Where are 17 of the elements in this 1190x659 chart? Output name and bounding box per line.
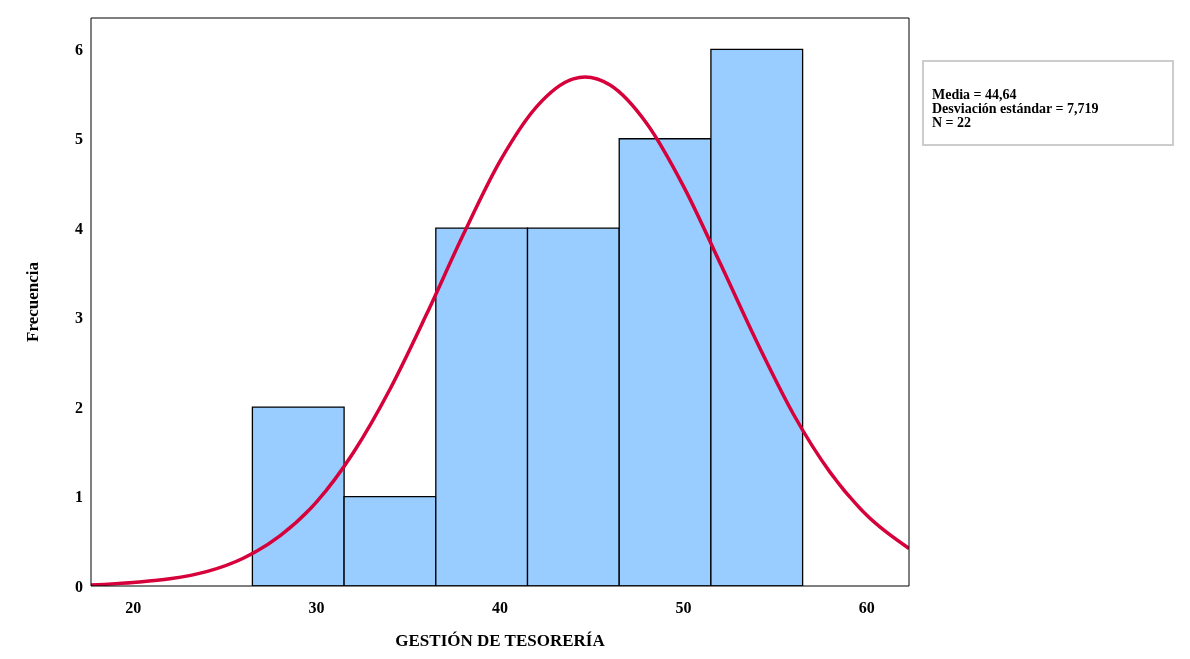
y-tick-label: 1: [75, 488, 83, 506]
x-tick-label: 50: [675, 599, 692, 617]
x-tick-label: 40: [492, 599, 508, 617]
x-axis-title: GESTIÓN DE TESORERÍA: [395, 631, 606, 650]
text: Media = 44,64: [932, 87, 1018, 102]
y-tick-label: 2: [75, 398, 83, 416]
x-tick-label: 60: [858, 599, 875, 617]
x-tick-label: 20: [125, 599, 142, 617]
y-tick-label: 6: [75, 40, 83, 58]
y-tick-label: 4: [75, 219, 83, 237]
x-tick-label: 30: [308, 599, 325, 617]
y-tick-label: 3: [75, 309, 83, 327]
y-axis-title: Frecuencia: [23, 261, 43, 342]
y-tick-label: 5: [75, 130, 83, 148]
y-tick-label: 0: [75, 577, 83, 595]
text: Desviación estándar = 7,719: [932, 101, 1100, 116]
text: N = 22: [932, 115, 973, 130]
